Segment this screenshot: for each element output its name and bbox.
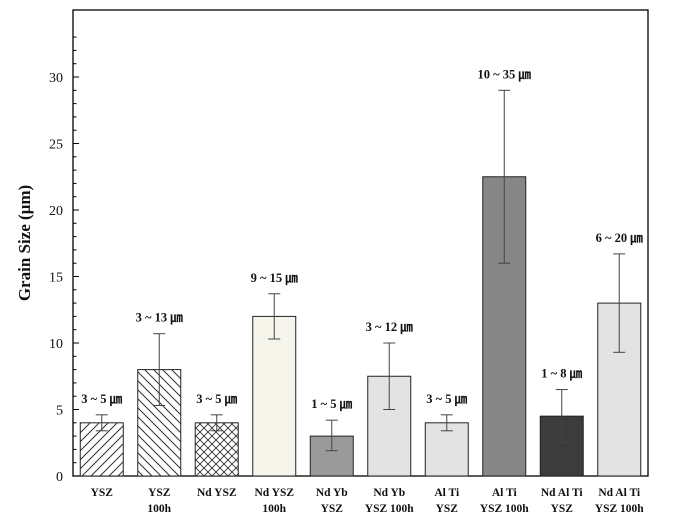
x-category-label-line: YSZ bbox=[551, 503, 574, 515]
plot-frame bbox=[72, 9, 649, 477]
x-category-label-line: YSZ 100h bbox=[480, 503, 529, 515]
x-category-label-line: YSZ 100h bbox=[365, 503, 414, 515]
bar-range-label: 3 ~ 12 ㎛ bbox=[366, 320, 414, 334]
x-category-label-line: YSZ 100h bbox=[595, 503, 644, 515]
bar-range-label: 6 ~ 20 ㎛ bbox=[596, 231, 644, 245]
bar-range-label: 3 ~ 13 ㎛ bbox=[136, 311, 184, 325]
x-category-label-line: Nd Al Ti bbox=[598, 487, 641, 499]
x-category-label-line: YSZ bbox=[321, 503, 344, 515]
x-category-label-line: Nd Yb bbox=[373, 487, 405, 499]
bar-range-label: 1 ~ 8 ㎛ bbox=[541, 367, 582, 381]
y-axis: 0 5 10 15 20 25 30 bbox=[49, 36, 79, 485]
bar-range-label: 9 ~ 15 ㎛ bbox=[251, 271, 299, 285]
x-category-label: Nd YSZ bbox=[197, 487, 237, 499]
x-category-label: Nd Yb YSZ 100h bbox=[365, 487, 414, 515]
x-category-label-line: Nd YSZ bbox=[254, 487, 294, 499]
x-category-label: Al Ti YSZ 100h bbox=[480, 487, 529, 515]
x-category-label: Nd Al Ti YSZ 100h bbox=[595, 487, 644, 515]
y-tick-label: 25 bbox=[49, 138, 63, 153]
data-labels-group: 3 ~ 5 ㎛ 3 ~ 13 ㎛ 3 ~ 5 ㎛ 9 ~ 15 ㎛ 1 ~ 5 ㎛ 3 ~… bbox=[81, 67, 643, 411]
y-tick-label: 10 bbox=[49, 337, 63, 352]
x-category-label-line: YSZ bbox=[148, 487, 171, 499]
bar-range-label: 10 ~ 35 ㎛ bbox=[478, 67, 532, 81]
bars-group bbox=[79, 176, 642, 477]
x-category-label-line: Nd Al Ti bbox=[541, 487, 584, 499]
y-tick-label: 20 bbox=[49, 204, 63, 219]
x-category-label-line: 100h bbox=[147, 503, 171, 515]
x-category-label: YSZ 100h bbox=[147, 487, 171, 515]
y-tick-label: 0 bbox=[56, 470, 63, 485]
bar-range-label: 1 ~ 5 ㎛ bbox=[311, 397, 352, 411]
x-category-label-line: Al Ti bbox=[434, 487, 460, 499]
x-category-label-line: 100h bbox=[262, 503, 286, 515]
x-category-label: Nd Yb YSZ bbox=[316, 487, 348, 515]
y-tick-label: 30 bbox=[49, 71, 63, 86]
bar-range-label: 3 ~ 5 ㎛ bbox=[81, 392, 122, 406]
bar bbox=[252, 315, 297, 477]
x-category-label-line: Nd Yb bbox=[316, 487, 348, 499]
x-category-label: YSZ bbox=[91, 487, 114, 499]
bar-range-label: 3 ~ 5 ㎛ bbox=[426, 392, 467, 406]
bar bbox=[194, 422, 239, 477]
bar-range-label: 3 ~ 5 ㎛ bbox=[196, 392, 237, 406]
bar bbox=[424, 422, 469, 477]
y-tick-label: 15 bbox=[49, 271, 63, 286]
x-category-label-line: YSZ bbox=[91, 487, 114, 499]
y-axis-title: Grain Size (μm) bbox=[15, 185, 34, 301]
bar bbox=[79, 422, 124, 477]
x-category-label: Nd YSZ 100h bbox=[254, 487, 294, 515]
x-category-label-line: Al Ti bbox=[492, 487, 518, 499]
y-tick-label: 5 bbox=[56, 404, 63, 419]
x-category-label-line: YSZ bbox=[436, 503, 459, 515]
x-axis-labels-group: YSZ YSZ 100h Nd YSZ Nd YSZ 100h Nd Yb YSZ Nd Yb Y… bbox=[91, 487, 645, 515]
x-category-label: Nd Al Ti YSZ bbox=[541, 487, 584, 515]
x-category-label-line: Nd YSZ bbox=[197, 487, 237, 499]
error-bars-group bbox=[95, 89, 626, 452]
x-category-label: Al Ti YSZ bbox=[434, 487, 460, 515]
